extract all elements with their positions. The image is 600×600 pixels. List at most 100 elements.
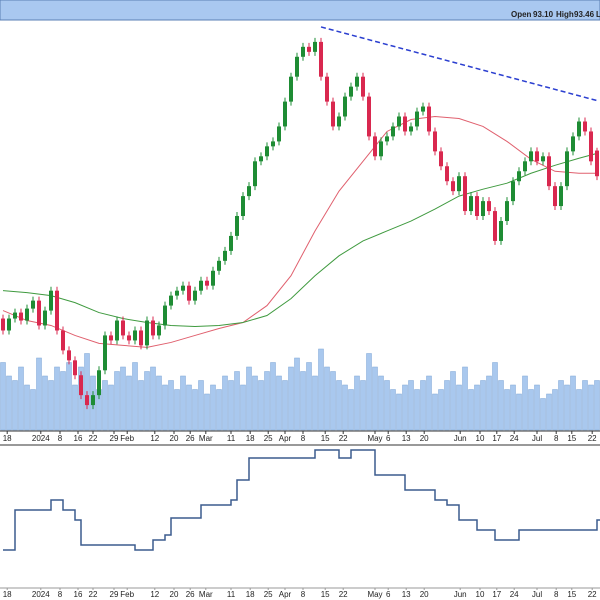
candle-body bbox=[265, 146, 269, 157]
x-tick-label: Jun bbox=[454, 434, 467, 443]
candle-body bbox=[181, 285, 185, 291]
candle-body bbox=[277, 126, 281, 142]
volume-bar bbox=[474, 384, 480, 431]
volume-bar bbox=[72, 384, 78, 431]
candle-body bbox=[307, 46, 311, 52]
candle-body bbox=[529, 151, 533, 162]
volume-bar bbox=[6, 375, 12, 431]
volume-bar bbox=[534, 384, 540, 431]
candle-body bbox=[217, 260, 221, 271]
volume-bar bbox=[570, 375, 576, 431]
volume-bar bbox=[156, 375, 162, 431]
x-tick-label: 29 bbox=[110, 434, 119, 443]
candle-body bbox=[85, 395, 89, 406]
x-tick-label: Apr bbox=[279, 590, 292, 599]
x-tick-label: Mar bbox=[199, 590, 213, 599]
candle-body bbox=[349, 86, 353, 97]
header-open: 93.10 bbox=[533, 10, 554, 19]
candle-body bbox=[223, 250, 227, 261]
candle-body bbox=[481, 201, 485, 217]
candle-body bbox=[67, 350, 71, 361]
x-tick-label: 6 bbox=[386, 590, 391, 599]
volume-bar bbox=[174, 389, 180, 431]
x-tick-label: 8 bbox=[58, 434, 63, 443]
volume-bar bbox=[30, 389, 36, 431]
x-tick-label: 16 bbox=[74, 590, 83, 599]
volume-bar bbox=[390, 389, 396, 431]
volume-bar bbox=[210, 384, 216, 431]
x-tick-label: 24 bbox=[510, 590, 519, 599]
volume-bar bbox=[222, 375, 228, 431]
candle-body bbox=[553, 186, 557, 207]
candle-body bbox=[121, 320, 125, 336]
candle-body bbox=[535, 151, 539, 162]
volume-bar bbox=[0, 362, 6, 431]
volume-bar bbox=[66, 362, 72, 431]
indicator-line bbox=[3, 449, 600, 551]
candle-body bbox=[19, 312, 23, 321]
candle-body bbox=[439, 151, 443, 167]
x-tick-label: 22 bbox=[588, 434, 597, 443]
candle-body bbox=[79, 375, 83, 396]
x-tick-label: 12 bbox=[150, 434, 159, 443]
candle-body bbox=[571, 136, 575, 152]
volume-bar bbox=[378, 375, 384, 431]
x-tick-label: 25 bbox=[264, 434, 273, 443]
volume-bar bbox=[162, 384, 168, 431]
volume-bar bbox=[270, 362, 276, 431]
candle-body bbox=[343, 96, 347, 117]
candle-body bbox=[283, 101, 287, 127]
volume-bar bbox=[294, 357, 300, 431]
candle-body bbox=[421, 106, 425, 112]
candle-body bbox=[229, 235, 233, 251]
volume-bar bbox=[144, 371, 150, 431]
volume-bar bbox=[54, 366, 60, 431]
candle-body bbox=[313, 41, 317, 52]
candle-body bbox=[355, 76, 359, 87]
volume-bar bbox=[42, 375, 48, 431]
volume-bar bbox=[120, 366, 126, 431]
volume-bar bbox=[306, 362, 312, 431]
volume-bar bbox=[492, 362, 498, 431]
volume-bar bbox=[564, 384, 570, 431]
candle-body bbox=[445, 166, 449, 182]
volume-bar bbox=[348, 389, 354, 431]
x-tick-label: 2024 bbox=[32, 590, 50, 599]
x-tick-label: 18 bbox=[3, 590, 12, 599]
x-tick-label: 22 bbox=[89, 590, 98, 599]
volume-bar bbox=[60, 371, 66, 431]
candle-body bbox=[547, 156, 551, 187]
volume-bar bbox=[240, 384, 246, 431]
volume-bar bbox=[114, 371, 120, 431]
volume-bar bbox=[558, 380, 564, 431]
candle-body bbox=[337, 116, 341, 127]
volume-bar bbox=[594, 380, 600, 431]
volume-bar bbox=[438, 389, 444, 431]
candle-body bbox=[469, 196, 473, 212]
volume-bar bbox=[186, 384, 192, 431]
volume-bar bbox=[444, 380, 450, 431]
candle-body bbox=[271, 141, 275, 147]
candle-body bbox=[505, 201, 509, 222]
candle-body bbox=[517, 171, 521, 182]
x-tick-label: 18 bbox=[246, 590, 255, 599]
header-high-label: High bbox=[556, 10, 574, 19]
x-tick-label: 25 bbox=[264, 590, 273, 599]
volume-bar bbox=[312, 375, 318, 431]
volume-bar bbox=[372, 366, 378, 431]
volume-bar bbox=[48, 380, 54, 431]
volume-bar bbox=[12, 380, 18, 431]
volume-bar bbox=[414, 389, 420, 431]
volume-bar bbox=[234, 371, 240, 431]
candle-body bbox=[13, 312, 17, 319]
candle-body bbox=[499, 221, 503, 241]
x-tick-label: 15 bbox=[567, 590, 576, 599]
candle-body bbox=[475, 196, 479, 217]
x-tick-label: 6 bbox=[386, 434, 391, 443]
volume-bar bbox=[180, 375, 186, 431]
candle-body bbox=[487, 201, 491, 212]
candle-body bbox=[1, 318, 5, 331]
candle-body bbox=[373, 136, 377, 157]
candle-body bbox=[151, 320, 155, 336]
volume-bar bbox=[432, 393, 438, 431]
